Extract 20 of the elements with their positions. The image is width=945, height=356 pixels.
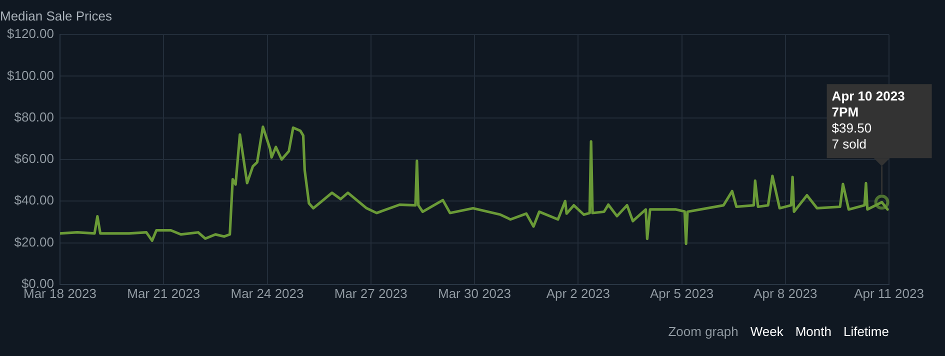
y-tick-label: $20.00 (14, 234, 54, 250)
text: Week (750, 324, 784, 339)
y-tick-label: $100.00 (7, 68, 54, 83)
x-tick-label: Mar 27 2023 (334, 286, 408, 301)
chart-title: Median Sale Prices (0, 8, 112, 24)
x-tick-label: Apr 5 2023 (650, 286, 714, 301)
y-tick-label: $120.00 (7, 26, 54, 42)
y-tick-label: $40.00 (14, 192, 54, 208)
x-tick-label: Apr 2 2023 (546, 286, 610, 301)
y-tick-label: $80.00 (14, 109, 54, 124)
text: Month (795, 324, 832, 339)
annotation: Apr 10 2023 7PM $39.50 7 sold (832, 88, 905, 152)
x-tick-label: Mar 30 2023 (438, 286, 511, 301)
x-tick-label: Apr 8 2023 (754, 286, 818, 301)
text: Lifetime (843, 324, 889, 339)
x-tick-label: Apr 11 2023 (854, 286, 924, 301)
y-tick-label: $60.00 (14, 151, 54, 166)
text: Zoom graph (668, 324, 738, 339)
x-tick-label: Mar 24 2023 (230, 286, 304, 301)
x-tick-label: Mar 21 2023 (127, 286, 200, 301)
